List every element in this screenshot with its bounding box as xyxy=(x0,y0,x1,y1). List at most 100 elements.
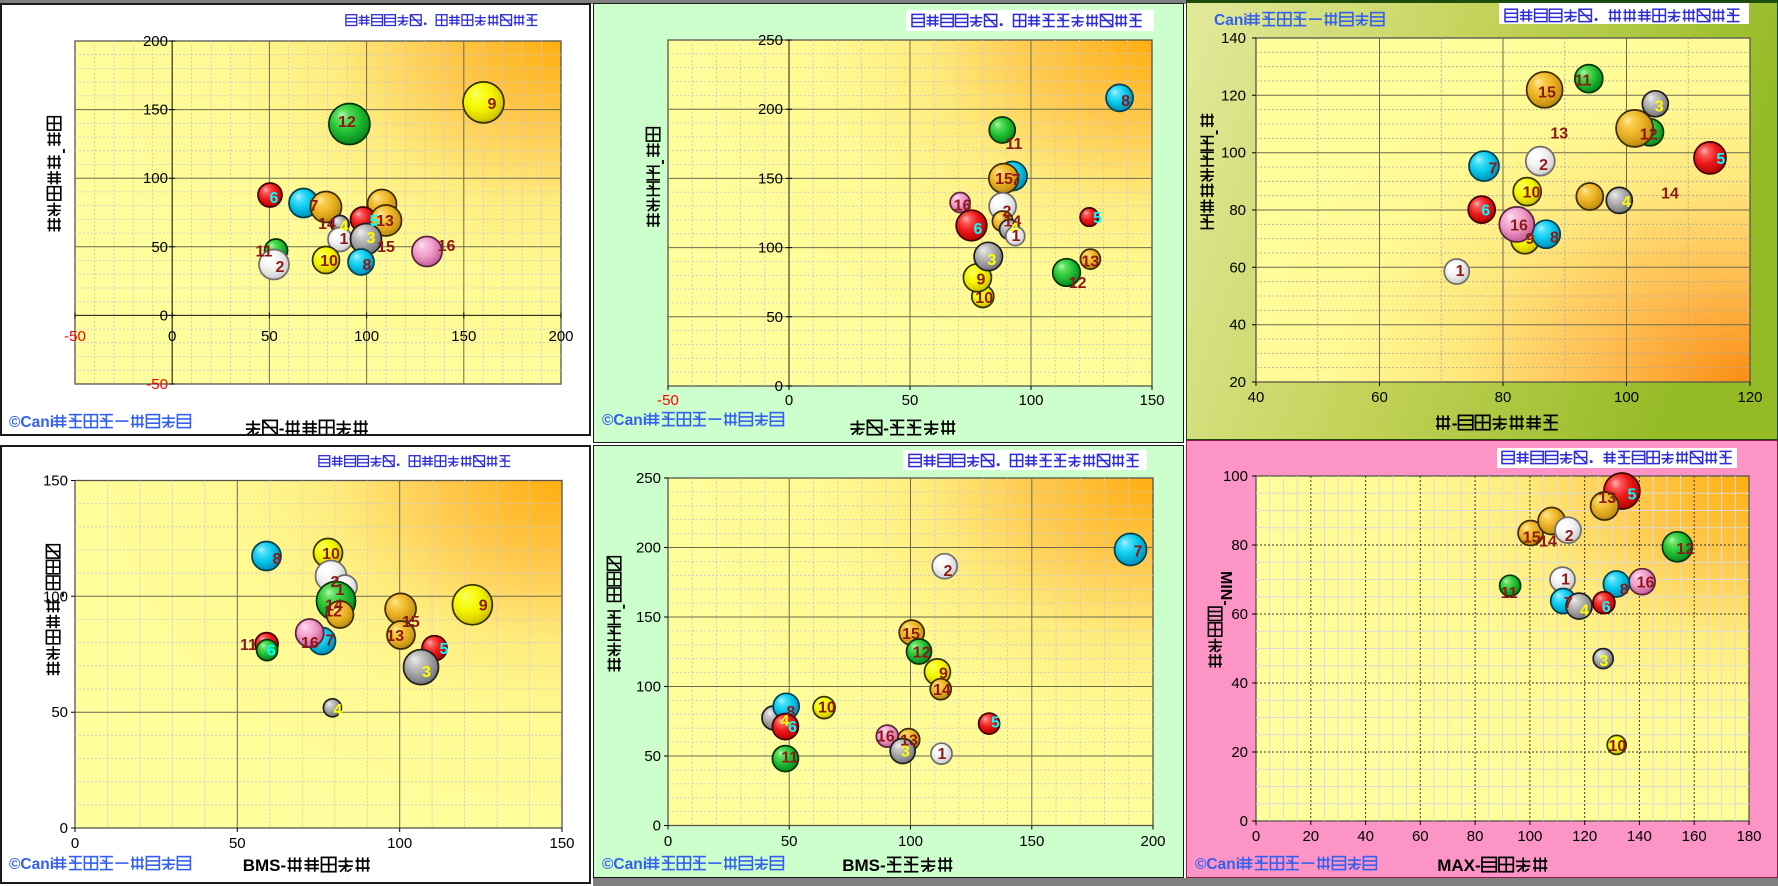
svg-text:50: 50 xyxy=(51,704,68,721)
svg-text:1: 1 xyxy=(1012,228,1021,245)
svg-text:1: 1 xyxy=(1561,571,1570,588)
svg-text:15: 15 xyxy=(995,171,1013,188)
svg-text:160: 160 xyxy=(1682,828,1707,845)
svg-text:60: 60 xyxy=(1231,606,1248,623)
svg-text:12: 12 xyxy=(324,604,342,621)
svg-text:50: 50 xyxy=(229,835,246,852)
svg-text:5: 5 xyxy=(1716,151,1725,168)
svg-text:120: 120 xyxy=(1221,87,1246,104)
svg-text:4: 4 xyxy=(1622,194,1631,211)
svg-text:4: 4 xyxy=(340,219,349,236)
svg-text:-: - xyxy=(883,419,889,438)
svg-text:10: 10 xyxy=(975,290,993,307)
svg-text:1: 1 xyxy=(336,582,345,599)
svg-text:50: 50 xyxy=(781,833,798,850)
svg-text:80: 80 xyxy=(1231,537,1248,554)
svg-text:5: 5 xyxy=(991,714,1000,731)
svg-text:13: 13 xyxy=(1550,126,1568,143)
svg-text:40: 40 xyxy=(1231,675,1248,692)
svg-text:4: 4 xyxy=(1580,602,1589,619)
svg-text:150: 150 xyxy=(549,835,574,852)
svg-text:60: 60 xyxy=(1412,828,1429,845)
svg-text:50: 50 xyxy=(261,328,278,345)
svg-text:BMS-: BMS- xyxy=(243,856,286,875)
svg-text:15: 15 xyxy=(1538,85,1556,102)
svg-text:8: 8 xyxy=(363,257,372,274)
svg-text:120: 120 xyxy=(1572,828,1597,845)
svg-text:11: 11 xyxy=(1006,136,1023,153)
svg-text:-50: -50 xyxy=(64,328,86,345)
svg-text:6: 6 xyxy=(1602,599,1611,616)
svg-text:3: 3 xyxy=(987,252,996,269)
svg-text:-: - xyxy=(616,604,633,609)
svg-text:100: 100 xyxy=(387,835,412,852)
svg-text:150: 150 xyxy=(636,609,661,626)
svg-text:3: 3 xyxy=(1599,653,1608,670)
svg-text:13: 13 xyxy=(900,733,918,750)
svg-text:80: 80 xyxy=(1229,202,1246,219)
svg-text:3: 3 xyxy=(367,230,376,247)
svg-text:1: 1 xyxy=(340,231,349,248)
svg-text:12: 12 xyxy=(1676,541,1694,558)
svg-text:8: 8 xyxy=(1121,93,1130,110)
svg-text:3: 3 xyxy=(422,664,431,681)
svg-text:5: 5 xyxy=(440,641,449,658)
svg-text:150: 150 xyxy=(758,170,783,187)
svg-text:20: 20 xyxy=(1302,828,1319,845)
svg-text:2: 2 xyxy=(276,259,285,276)
svg-text:5: 5 xyxy=(1093,210,1102,227)
svg-text:0: 0 xyxy=(664,833,672,850)
svg-text:©Cani: ©Cani xyxy=(602,856,647,873)
svg-text:13: 13 xyxy=(386,628,404,645)
svg-text:60: 60 xyxy=(1229,259,1246,276)
svg-text:150: 150 xyxy=(451,328,476,345)
svg-text:9: 9 xyxy=(479,597,488,614)
svg-text:16: 16 xyxy=(301,635,319,652)
svg-text:100: 100 xyxy=(636,679,661,696)
svg-text:100: 100 xyxy=(1018,392,1043,409)
svg-text:0: 0 xyxy=(60,820,68,837)
svg-text:150: 150 xyxy=(43,473,68,490)
svg-text:-: - xyxy=(1209,130,1226,135)
svg-text:12: 12 xyxy=(913,644,931,661)
svg-text:150: 150 xyxy=(1139,392,1164,409)
svg-text:9: 9 xyxy=(1525,231,1534,248)
svg-text:15: 15 xyxy=(402,614,420,631)
svg-text:10: 10 xyxy=(320,253,338,270)
svg-text:8: 8 xyxy=(1620,581,1629,598)
svg-text:40: 40 xyxy=(1357,828,1374,845)
svg-text:0: 0 xyxy=(160,307,168,324)
svg-text:9: 9 xyxy=(939,665,948,682)
svg-text:180: 180 xyxy=(1736,828,1761,845)
svg-text:140: 140 xyxy=(1627,828,1652,845)
svg-text:13: 13 xyxy=(1082,254,1100,271)
svg-text:11: 11 xyxy=(1574,72,1591,89)
svg-text:BMS-: BMS- xyxy=(842,856,885,875)
svg-text:120: 120 xyxy=(1737,389,1762,406)
svg-text:250: 250 xyxy=(636,470,661,487)
svg-text:80: 80 xyxy=(1495,389,1512,406)
svg-text:3: 3 xyxy=(901,743,910,760)
svg-text:4: 4 xyxy=(333,702,342,719)
svg-text:0: 0 xyxy=(775,378,783,395)
svg-text:6: 6 xyxy=(270,190,279,207)
svg-text:250: 250 xyxy=(758,32,783,49)
svg-text:6: 6 xyxy=(267,643,276,660)
svg-text:12: 12 xyxy=(338,114,356,131)
svg-text:140: 140 xyxy=(1221,30,1246,47)
svg-text:0: 0 xyxy=(785,392,793,409)
svg-text:6: 6 xyxy=(974,221,983,238)
svg-text:6: 6 xyxy=(788,719,797,736)
svg-text:200: 200 xyxy=(548,328,573,345)
svg-text:15: 15 xyxy=(902,626,920,643)
svg-text:0: 0 xyxy=(1240,813,1248,830)
svg-text:20: 20 xyxy=(1231,744,1248,761)
svg-text:2: 2 xyxy=(1539,157,1548,174)
svg-text:-50: -50 xyxy=(657,392,679,409)
svg-text:Cani: Cani xyxy=(1214,12,1248,29)
svg-text:0: 0 xyxy=(71,835,79,852)
svg-text:2: 2 xyxy=(944,563,953,580)
svg-text:-: - xyxy=(56,148,73,153)
svg-text:150: 150 xyxy=(1019,833,1044,850)
svg-text:2: 2 xyxy=(331,574,340,591)
